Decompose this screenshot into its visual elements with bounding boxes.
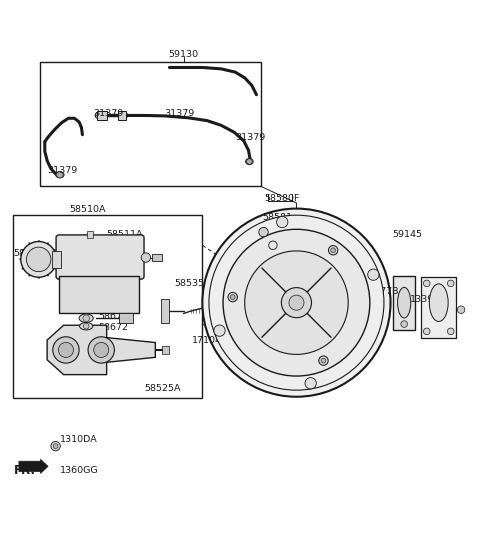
Bar: [152, 254, 162, 261]
Ellipse shape: [80, 322, 93, 330]
Ellipse shape: [79, 314, 93, 322]
Circle shape: [447, 328, 454, 335]
Circle shape: [331, 248, 336, 253]
Circle shape: [276, 217, 288, 228]
Circle shape: [230, 295, 235, 299]
Text: 1339GA: 1339GA: [410, 295, 448, 304]
Circle shape: [94, 342, 109, 358]
Circle shape: [319, 356, 328, 365]
Circle shape: [321, 358, 326, 363]
Circle shape: [228, 293, 238, 302]
Circle shape: [305, 377, 316, 389]
Circle shape: [53, 444, 58, 449]
Circle shape: [203, 208, 391, 397]
Bar: [13, 215, 203, 398]
Circle shape: [83, 315, 89, 322]
Text: 31379: 31379: [235, 132, 265, 142]
Bar: [162, 346, 169, 354]
Circle shape: [368, 269, 379, 280]
Bar: [96, 110, 107, 120]
Text: 58535: 58535: [174, 280, 204, 288]
Text: 58531A: 58531A: [14, 249, 50, 258]
Circle shape: [457, 306, 465, 313]
Bar: [59, 276, 139, 313]
Circle shape: [141, 253, 151, 262]
Circle shape: [51, 441, 60, 451]
Text: 58672: 58672: [98, 323, 128, 331]
Circle shape: [57, 171, 63, 178]
Text: 1360GG: 1360GG: [60, 465, 99, 475]
Circle shape: [423, 280, 430, 287]
Text: 43777B: 43777B: [363, 287, 399, 296]
Text: 58672: 58672: [98, 312, 128, 321]
Circle shape: [447, 280, 454, 287]
Circle shape: [21, 242, 57, 277]
Text: 58525A: 58525A: [144, 384, 180, 393]
Bar: [393, 276, 416, 330]
Text: 31379: 31379: [93, 109, 123, 118]
Circle shape: [209, 215, 384, 390]
FancyArrow shape: [19, 459, 48, 473]
Text: 58511A: 58511A: [107, 230, 143, 240]
Text: 1710AB: 1710AB: [268, 232, 305, 241]
Text: 1362ND: 1362ND: [263, 223, 301, 232]
Ellipse shape: [246, 159, 253, 165]
FancyBboxPatch shape: [56, 235, 144, 279]
Circle shape: [223, 229, 370, 376]
Text: 58581: 58581: [263, 213, 293, 223]
Circle shape: [289, 295, 304, 310]
Circle shape: [88, 337, 114, 363]
Text: 59130: 59130: [168, 50, 199, 59]
Text: 58580F: 58580F: [264, 194, 300, 203]
Text: 1310DA: 1310DA: [60, 434, 98, 444]
Ellipse shape: [56, 172, 64, 178]
Circle shape: [53, 337, 79, 363]
Circle shape: [281, 288, 312, 318]
Text: 58510A: 58510A: [69, 206, 106, 214]
Bar: [40, 62, 261, 187]
Text: 31379: 31379: [47, 166, 77, 174]
Polygon shape: [47, 325, 156, 375]
Bar: [119, 313, 133, 323]
Ellipse shape: [397, 287, 411, 318]
Circle shape: [247, 159, 252, 164]
Bar: [161, 299, 169, 323]
Text: FR.: FR.: [13, 464, 36, 476]
Circle shape: [245, 251, 348, 354]
Ellipse shape: [95, 112, 103, 119]
Circle shape: [59, 342, 73, 358]
Bar: [87, 231, 93, 238]
Ellipse shape: [120, 112, 128, 119]
Bar: [52, 251, 61, 268]
Circle shape: [84, 323, 89, 329]
Circle shape: [401, 321, 408, 327]
Circle shape: [423, 328, 430, 335]
Text: 31379: 31379: [164, 109, 194, 118]
Text: 59110B: 59110B: [266, 359, 303, 368]
Bar: [118, 110, 126, 120]
Circle shape: [328, 246, 338, 255]
Ellipse shape: [429, 284, 448, 322]
Circle shape: [26, 247, 51, 272]
Bar: [421, 277, 456, 338]
Circle shape: [259, 228, 268, 237]
Circle shape: [214, 325, 225, 336]
Text: 17104: 17104: [192, 336, 222, 345]
Text: 59145: 59145: [392, 230, 422, 240]
